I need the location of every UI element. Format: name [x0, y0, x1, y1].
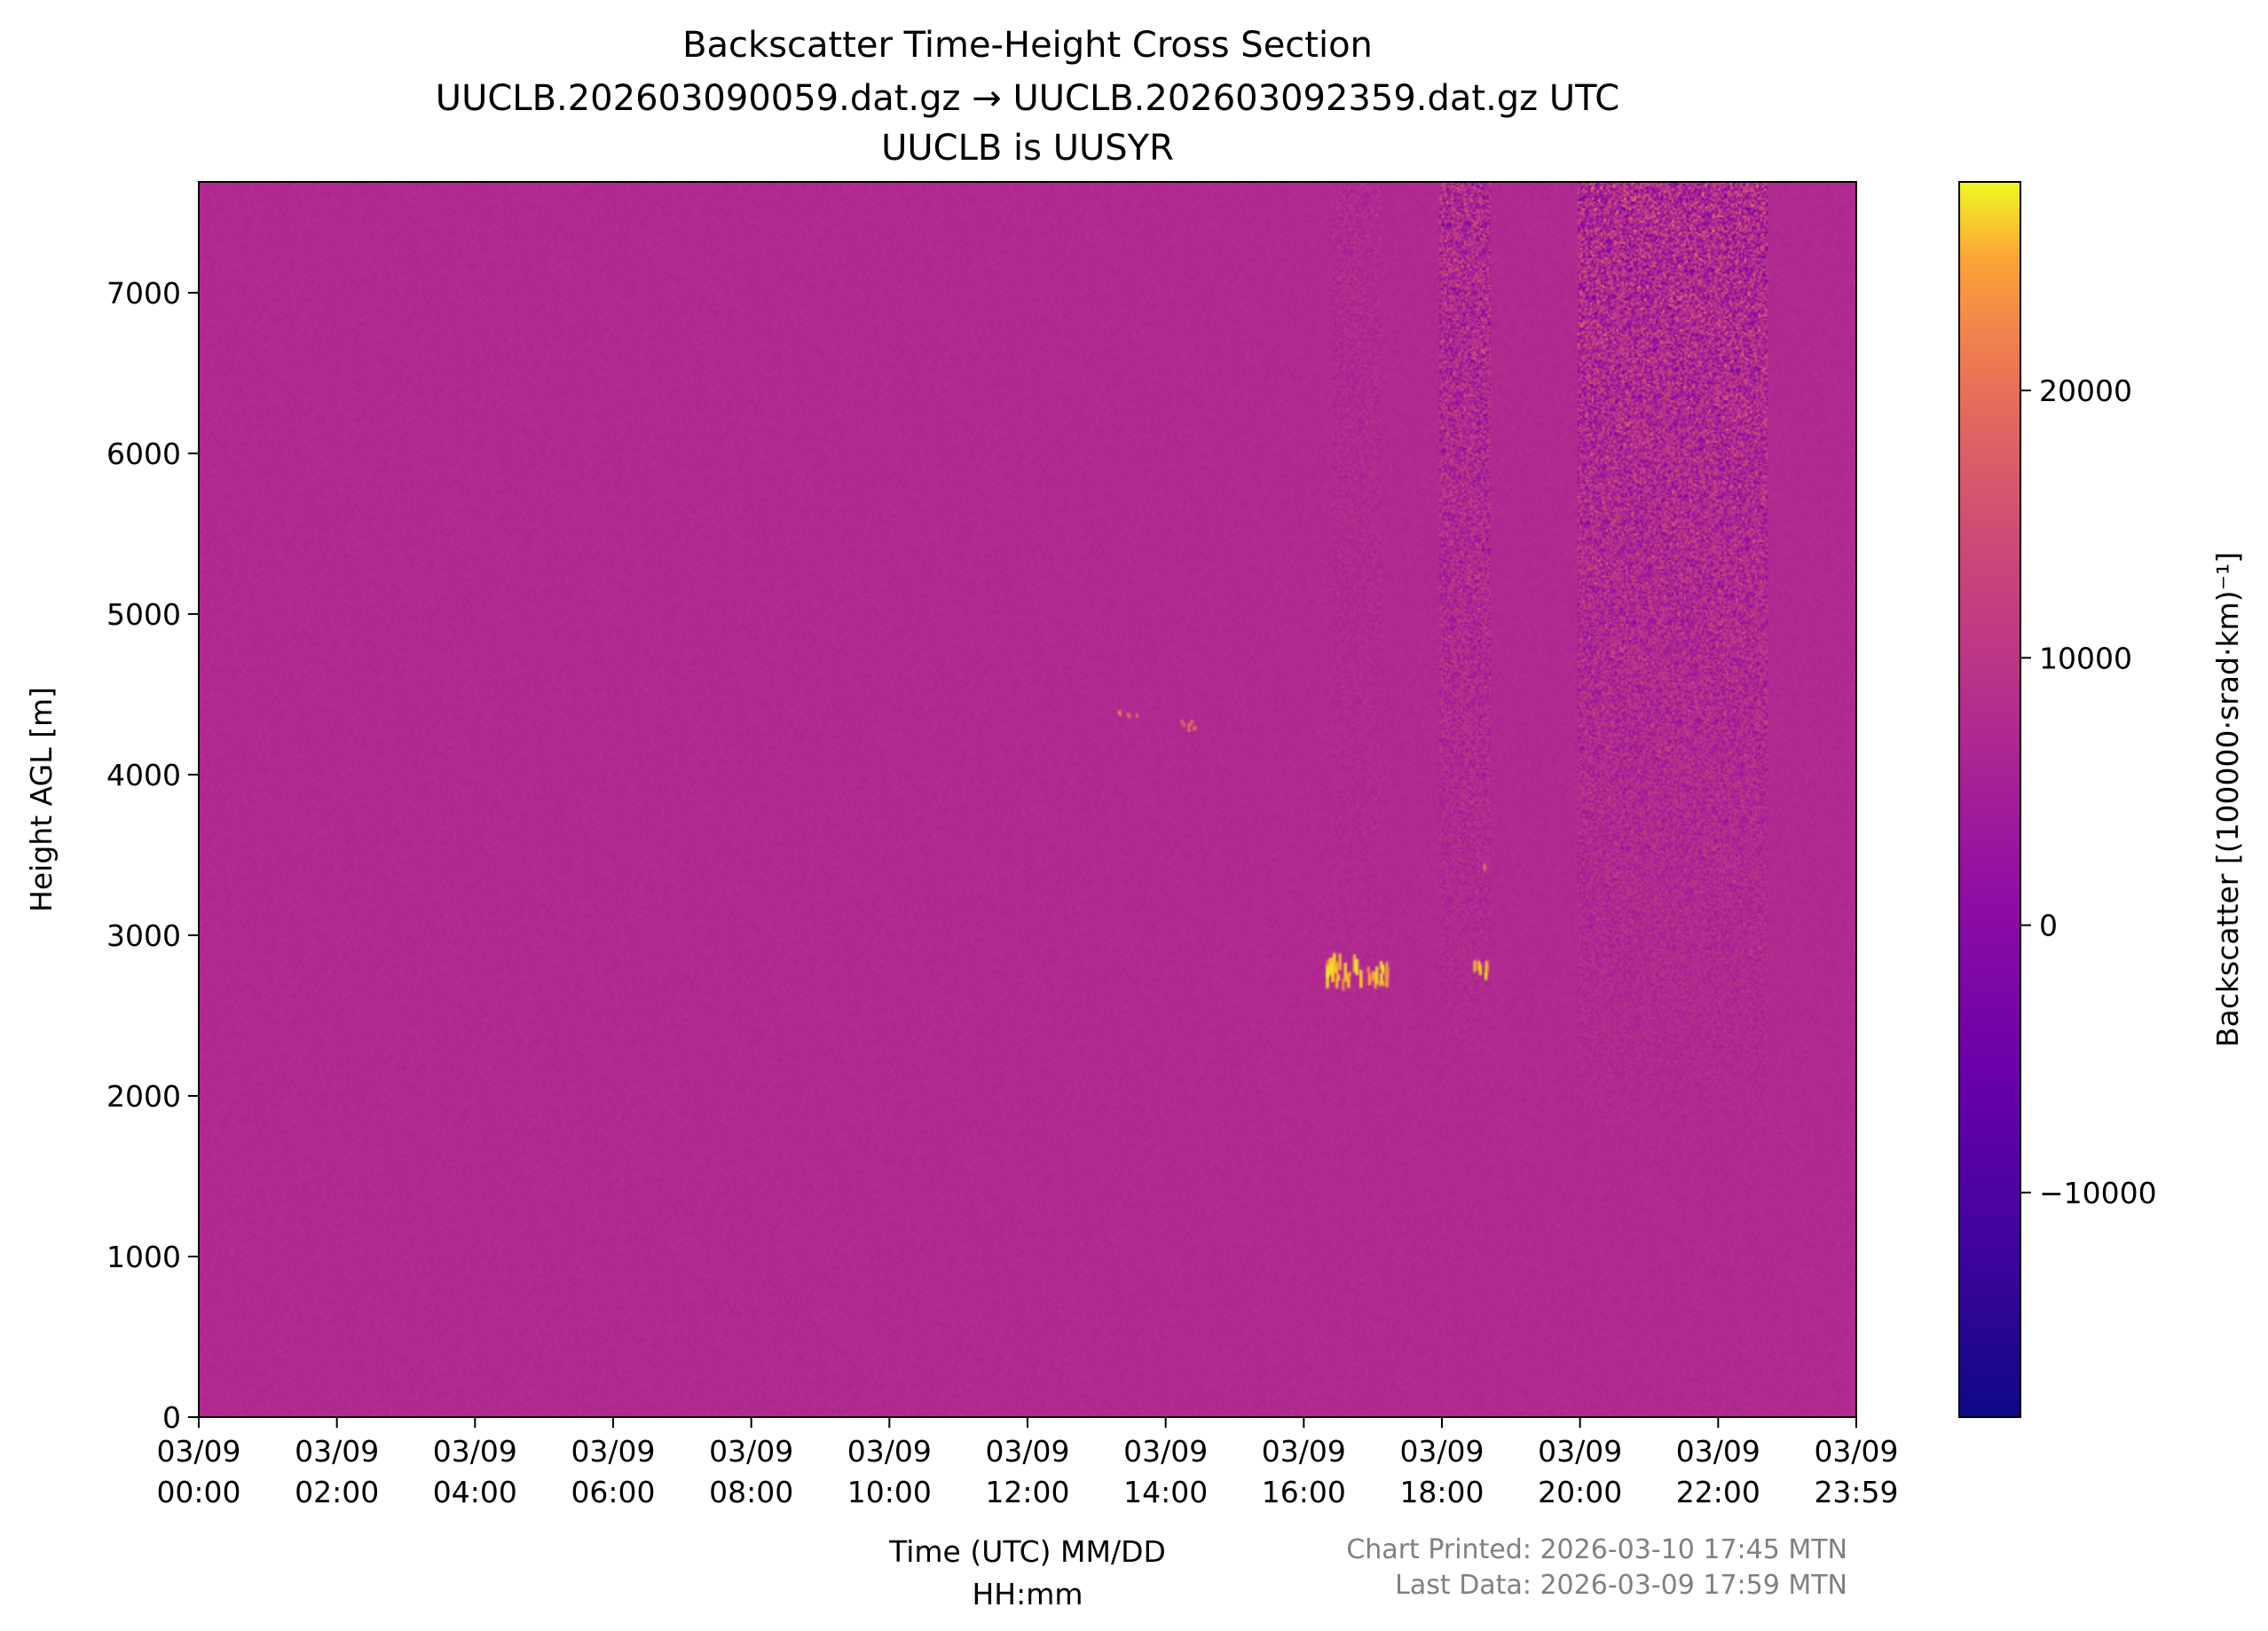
x-tick-date: 03/09	[847, 1434, 932, 1469]
chart-subtitle-1: UUCLB.202603090059.dat.gz → UUCLB.202603…	[436, 78, 1619, 119]
x-tick-time: 12:00	[985, 1475, 1069, 1509]
x-tick-time: 14:00	[1123, 1475, 1208, 1509]
x-tick-time: 04:00	[433, 1475, 517, 1509]
x-tick-date: 03/09	[1814, 1434, 1898, 1469]
y-tick-label: 2000	[106, 1079, 181, 1114]
x-tick-time: 02:00	[295, 1475, 379, 1509]
x-tick-date: 03/09	[571, 1434, 655, 1469]
plot-frame	[198, 181, 1857, 1418]
colorbar-tick-label: 10000	[2039, 641, 2132, 675]
x-tick-date: 03/09	[1262, 1434, 1346, 1469]
x-tick-date: 03/09	[1123, 1434, 1208, 1469]
x-tick-date: 03/09	[295, 1434, 379, 1469]
x-tick-date: 03/09	[709, 1434, 793, 1469]
x-tick-date: 03/09	[1676, 1434, 1760, 1469]
y-tick-label: 3000	[106, 918, 181, 953]
x-tick-time: 08:00	[709, 1475, 793, 1509]
x-axis-label-2: HH:mm	[972, 1577, 1083, 1611]
y-tick-label: 7000	[106, 276, 181, 311]
x-tick-date: 03/09	[1538, 1434, 1622, 1469]
x-axis-label-1: Time (UTC) MM/DD	[888, 1534, 1166, 1569]
x-tick-time: 20:00	[1538, 1475, 1622, 1509]
x-tick-time: 16:00	[1262, 1475, 1346, 1509]
colorbar	[1958, 181, 2021, 1418]
x-tick-date: 03/09	[156, 1434, 240, 1469]
x-tick-date: 03/09	[985, 1434, 1069, 1469]
colorbar-tick-label: 20000	[2039, 374, 2132, 408]
y-tick-label: 4000	[106, 758, 181, 792]
chart-subtitle-2: UUCLB is UUSYR	[881, 128, 1174, 169]
x-tick-date: 03/09	[1399, 1434, 1484, 1469]
y-axis-label: Height AGL [m]	[24, 687, 59, 912]
x-tick-time: 23:59	[1814, 1475, 1898, 1509]
y-tick-label: 6000	[106, 437, 181, 471]
backscatter-heatmap	[199, 182, 1856, 1417]
chart-printed-note: Chart Printed: 2026-03-10 17:45 MTN	[1346, 1534, 1847, 1565]
colorbar-tick-label: −10000	[2039, 1176, 2157, 1210]
chart-title: Backscatter Time-Height Cross Section	[682, 25, 1373, 66]
colorbar-tick-label: 0	[2039, 909, 2058, 943]
y-tick-label: 5000	[106, 597, 181, 632]
x-tick-time: 06:00	[571, 1475, 655, 1509]
colorbar-label: Backscatter [(100000·srad·km)⁻¹]	[2210, 552, 2245, 1047]
x-tick-time: 22:00	[1676, 1475, 1760, 1509]
x-tick-date: 03/09	[433, 1434, 517, 1469]
last-data-note: Last Data: 2026-03-09 17:59 MTN	[1395, 1570, 1847, 1601]
x-tick-time: 18:00	[1399, 1475, 1484, 1509]
x-tick-time: 00:00	[156, 1475, 240, 1509]
y-tick-label: 0	[162, 1400, 181, 1435]
y-tick-label: 1000	[106, 1240, 181, 1274]
x-tick-time: 10:00	[847, 1475, 932, 1509]
